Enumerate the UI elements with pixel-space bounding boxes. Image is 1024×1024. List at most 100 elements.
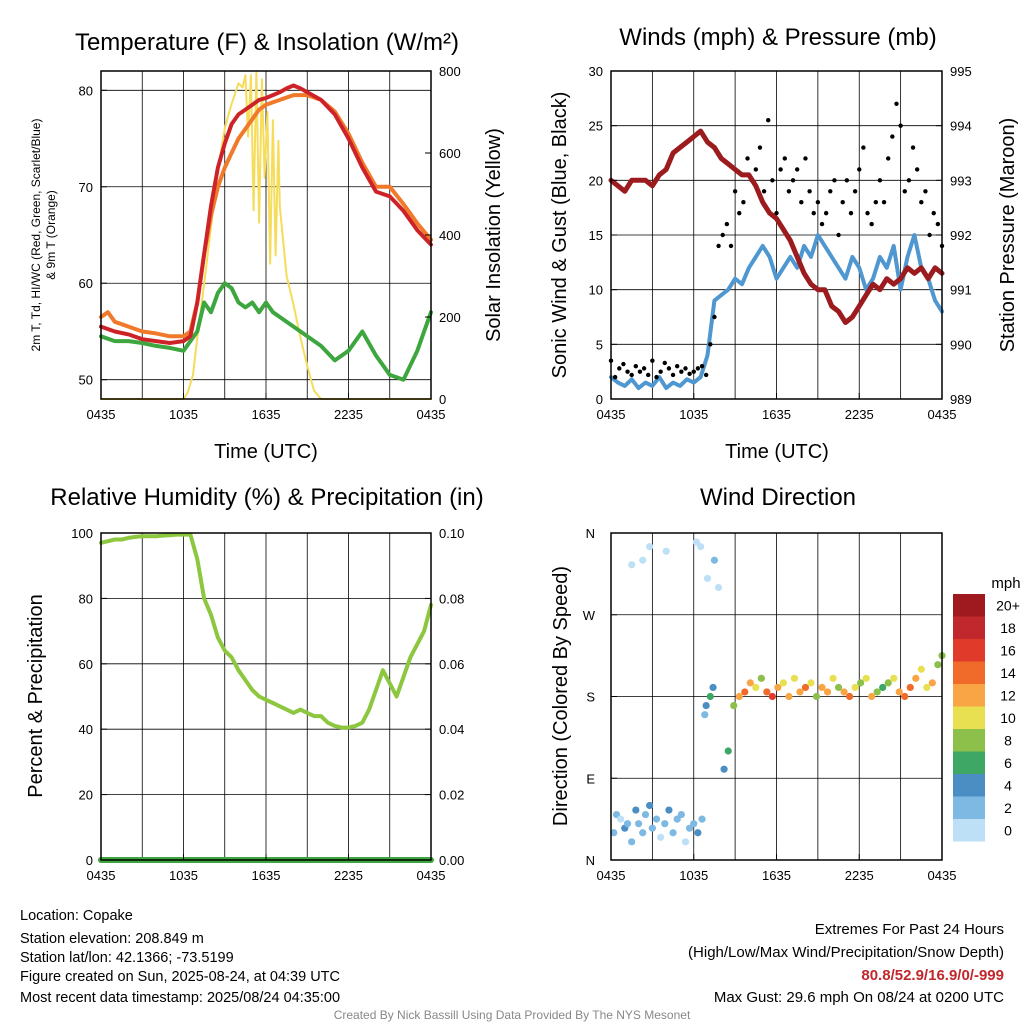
direction-point	[912, 674, 920, 682]
direction-tick-label: N	[586, 526, 595, 541]
gust-point	[923, 189, 928, 194]
x-tick-label: 1635	[762, 868, 791, 883]
humidity-panel-title: Relative Humidity (%) & Precipitation (i…	[50, 484, 483, 511]
colorbar-label: 0	[1004, 822, 1012, 838]
direction-point	[730, 701, 738, 710]
info-elevation: Station elevation: 208.849 m	[20, 931, 204, 947]
extremes-max-gust: Max Gust: 29.6 mph On 08/24 at 0200 UTC	[714, 989, 1004, 1006]
gust-point	[691, 369, 696, 374]
gust-point	[778, 167, 783, 172]
gust-point	[728, 243, 734, 249]
gust-point	[869, 221, 874, 227]
speed-colorbar: 20+ 18 16 14 12 10 8 6 4 2 0	[953, 594, 1020, 842]
direction-point	[639, 829, 647, 837]
winds-right-label: Station Pressure (Maroon)	[997, 118, 1019, 353]
winds-left-label: Sonic Wind & Gust (Blue, Black)	[549, 92, 571, 379]
gust-point	[832, 178, 837, 183]
direction-point	[673, 815, 681, 823]
direction-point	[714, 583, 723, 592]
direction-point	[934, 661, 942, 669]
direction-point	[662, 547, 670, 555]
gust-point	[799, 200, 804, 205]
direction-point	[785, 692, 793, 701]
gust-point	[654, 374, 659, 380]
gust-point	[720, 232, 725, 238]
y-tick-label: 60	[79, 657, 93, 672]
gust-point	[637, 369, 643, 374]
y-right-tick-label: 993	[950, 173, 972, 188]
y-right-tick-label: 0.02	[439, 788, 464, 803]
gust-point	[716, 243, 721, 249]
x-tick-label: 1035	[169, 868, 198, 883]
y-tick-label: 10	[589, 283, 603, 298]
gust-point	[819, 221, 825, 227]
direction-point	[823, 688, 832, 696]
gust-point	[906, 178, 912, 183]
y-right-tick-label: 800	[439, 64, 461, 79]
gust-point	[877, 178, 883, 183]
gust-point	[935, 221, 941, 227]
winds-panel-title: Winds (mph) & Pressure (mb)	[619, 24, 936, 51]
x-tick-label: 0435	[597, 407, 626, 422]
gust-point	[840, 200, 845, 205]
y-right-tick-label: 0.08	[439, 591, 464, 606]
direction-point	[628, 838, 636, 846]
gust-point	[857, 167, 862, 172]
colorbar-label: 8	[1004, 732, 1012, 748]
gust-point	[741, 200, 746, 205]
direction-point	[807, 679, 815, 687]
gust-point	[881, 200, 887, 205]
gust-point	[629, 372, 634, 378]
y-tick-label: 0	[596, 392, 603, 407]
gust-point	[683, 366, 688, 371]
direction-point	[612, 810, 621, 819]
colorbar-label: 18	[1000, 620, 1016, 636]
direction-point	[639, 556, 647, 564]
gust-point	[621, 361, 626, 367]
y-right-tick-label: 994	[950, 119, 972, 134]
gust-point	[914, 167, 920, 172]
direction-point	[840, 688, 848, 696]
y-right-tick-label: 989	[950, 392, 972, 407]
direction-point	[818, 683, 826, 692]
y-right-tick-label: 995	[950, 64, 972, 79]
direction-point	[617, 815, 625, 823]
colorbar-label: 20+	[996, 597, 1020, 613]
colorbar-swatch	[953, 729, 985, 752]
direction-point	[665, 806, 673, 814]
temperature-panel-title: Temperature (F) & Insolation (W/m²)	[75, 29, 459, 56]
direction-point	[857, 679, 865, 687]
y-tick-label: 40	[79, 722, 93, 737]
colorbar-swatch	[953, 594, 985, 617]
y-right-tick-label: 200	[439, 310, 461, 325]
x-tick-label: 0435	[87, 868, 116, 883]
y-right-tick-label: 991	[950, 283, 972, 298]
colorbar-label: 14	[1000, 665, 1016, 681]
gust-point	[666, 366, 672, 371]
y-tick-label: 30	[589, 64, 603, 79]
y-right-tick-label: 990	[950, 337, 972, 352]
direction-point	[681, 838, 690, 846]
extremes-title: Extremes For Past 24 Hours	[815, 921, 1004, 938]
gust-point	[848, 210, 854, 216]
gust-point	[861, 145, 866, 150]
direction-point	[923, 683, 931, 692]
gust-point	[890, 134, 895, 139]
gust-point	[699, 364, 705, 369]
direction-point	[752, 683, 760, 692]
direction-point	[757, 674, 765, 682]
gust-point	[774, 210, 779, 216]
rh-series-line	[99, 532, 433, 730]
gust-point	[803, 156, 808, 161]
info-latlon: Station lat/lon: 42.1366; -73.5199	[20, 950, 234, 966]
direction-point	[710, 556, 719, 564]
gust-point	[886, 156, 891, 161]
y-tick-label: 50	[79, 373, 93, 388]
colorbar-label: 6	[1004, 755, 1012, 771]
direction-point	[724, 747, 732, 755]
info-location: Location: Copake	[20, 908, 133, 924]
gust-point	[865, 210, 870, 216]
gust-point	[641, 366, 647, 371]
direction-point	[790, 674, 799, 682]
